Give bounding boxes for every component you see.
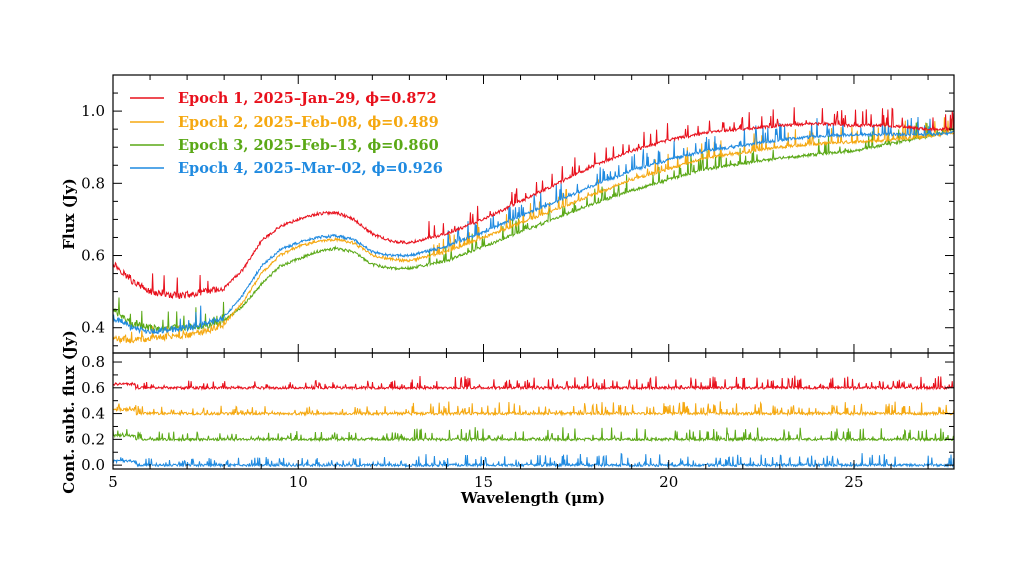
legend: Epoch 1, 2025–Jan–29, ϕ=0.872 Epoch 2, 2… xyxy=(130,90,443,177)
bottom-series-line xyxy=(113,427,954,443)
top-y-tick-label: 0.4 xyxy=(81,319,105,337)
bottom-y-tick-label: 0.6 xyxy=(81,379,105,397)
bottom-panel-ticks: 5 10 15 20 25 0.0 0.2 0.4 0.6 0.8 xyxy=(81,353,954,491)
top-y-tick-label: 0.6 xyxy=(81,247,105,265)
bottom-y-axis-title: Cont. subt. flux (Jy) xyxy=(60,330,78,493)
legend-label-epoch-3: Epoch 3, 2025–Feb–13, ϕ=0.860 xyxy=(178,137,439,154)
x-tick-label: 20 xyxy=(659,473,678,491)
top-panel-ticks: 0.4 0.6 0.8 1.0 xyxy=(81,74,954,353)
bottom-y-tick-label: 0.4 xyxy=(81,405,105,423)
bottom-series-line xyxy=(113,400,954,417)
x-tick-label: 15 xyxy=(474,473,493,491)
legend-label-epoch-4: Epoch 4, 2025–Mar–02, ϕ=0.926 xyxy=(178,160,443,177)
bottom-panel-frame xyxy=(112,352,955,470)
bottom-panel-series xyxy=(113,375,954,469)
top-series-line xyxy=(113,107,954,300)
legend-label-epoch-2: Epoch 2, 2025–Feb–08, ϕ=0.489 xyxy=(178,114,439,131)
top-y-tick-label: 1.0 xyxy=(81,102,105,120)
top-panel-series xyxy=(113,107,954,344)
bottom-y-tick-label: 0.8 xyxy=(81,353,105,371)
x-tick-label: 25 xyxy=(844,473,863,491)
x-tick-label: 5 xyxy=(108,473,118,491)
top-y-axis-title: Flux (Jy) xyxy=(60,178,78,249)
top-series-line xyxy=(113,118,954,333)
legend-label-epoch-1: Epoch 1, 2025–Jan–29, ϕ=0.872 xyxy=(178,90,437,107)
top-series-line xyxy=(113,116,954,335)
bottom-y-tick-label: 0.0 xyxy=(81,456,105,474)
bottom-series-line xyxy=(113,452,954,469)
bottom-series-line xyxy=(113,375,954,391)
top-y-tick-label: 0.8 xyxy=(81,174,105,192)
x-axis-title: Wavelength (μm) xyxy=(460,489,605,507)
x-tick-label: 10 xyxy=(289,473,308,491)
bottom-y-tick-label: 0.2 xyxy=(81,430,105,448)
